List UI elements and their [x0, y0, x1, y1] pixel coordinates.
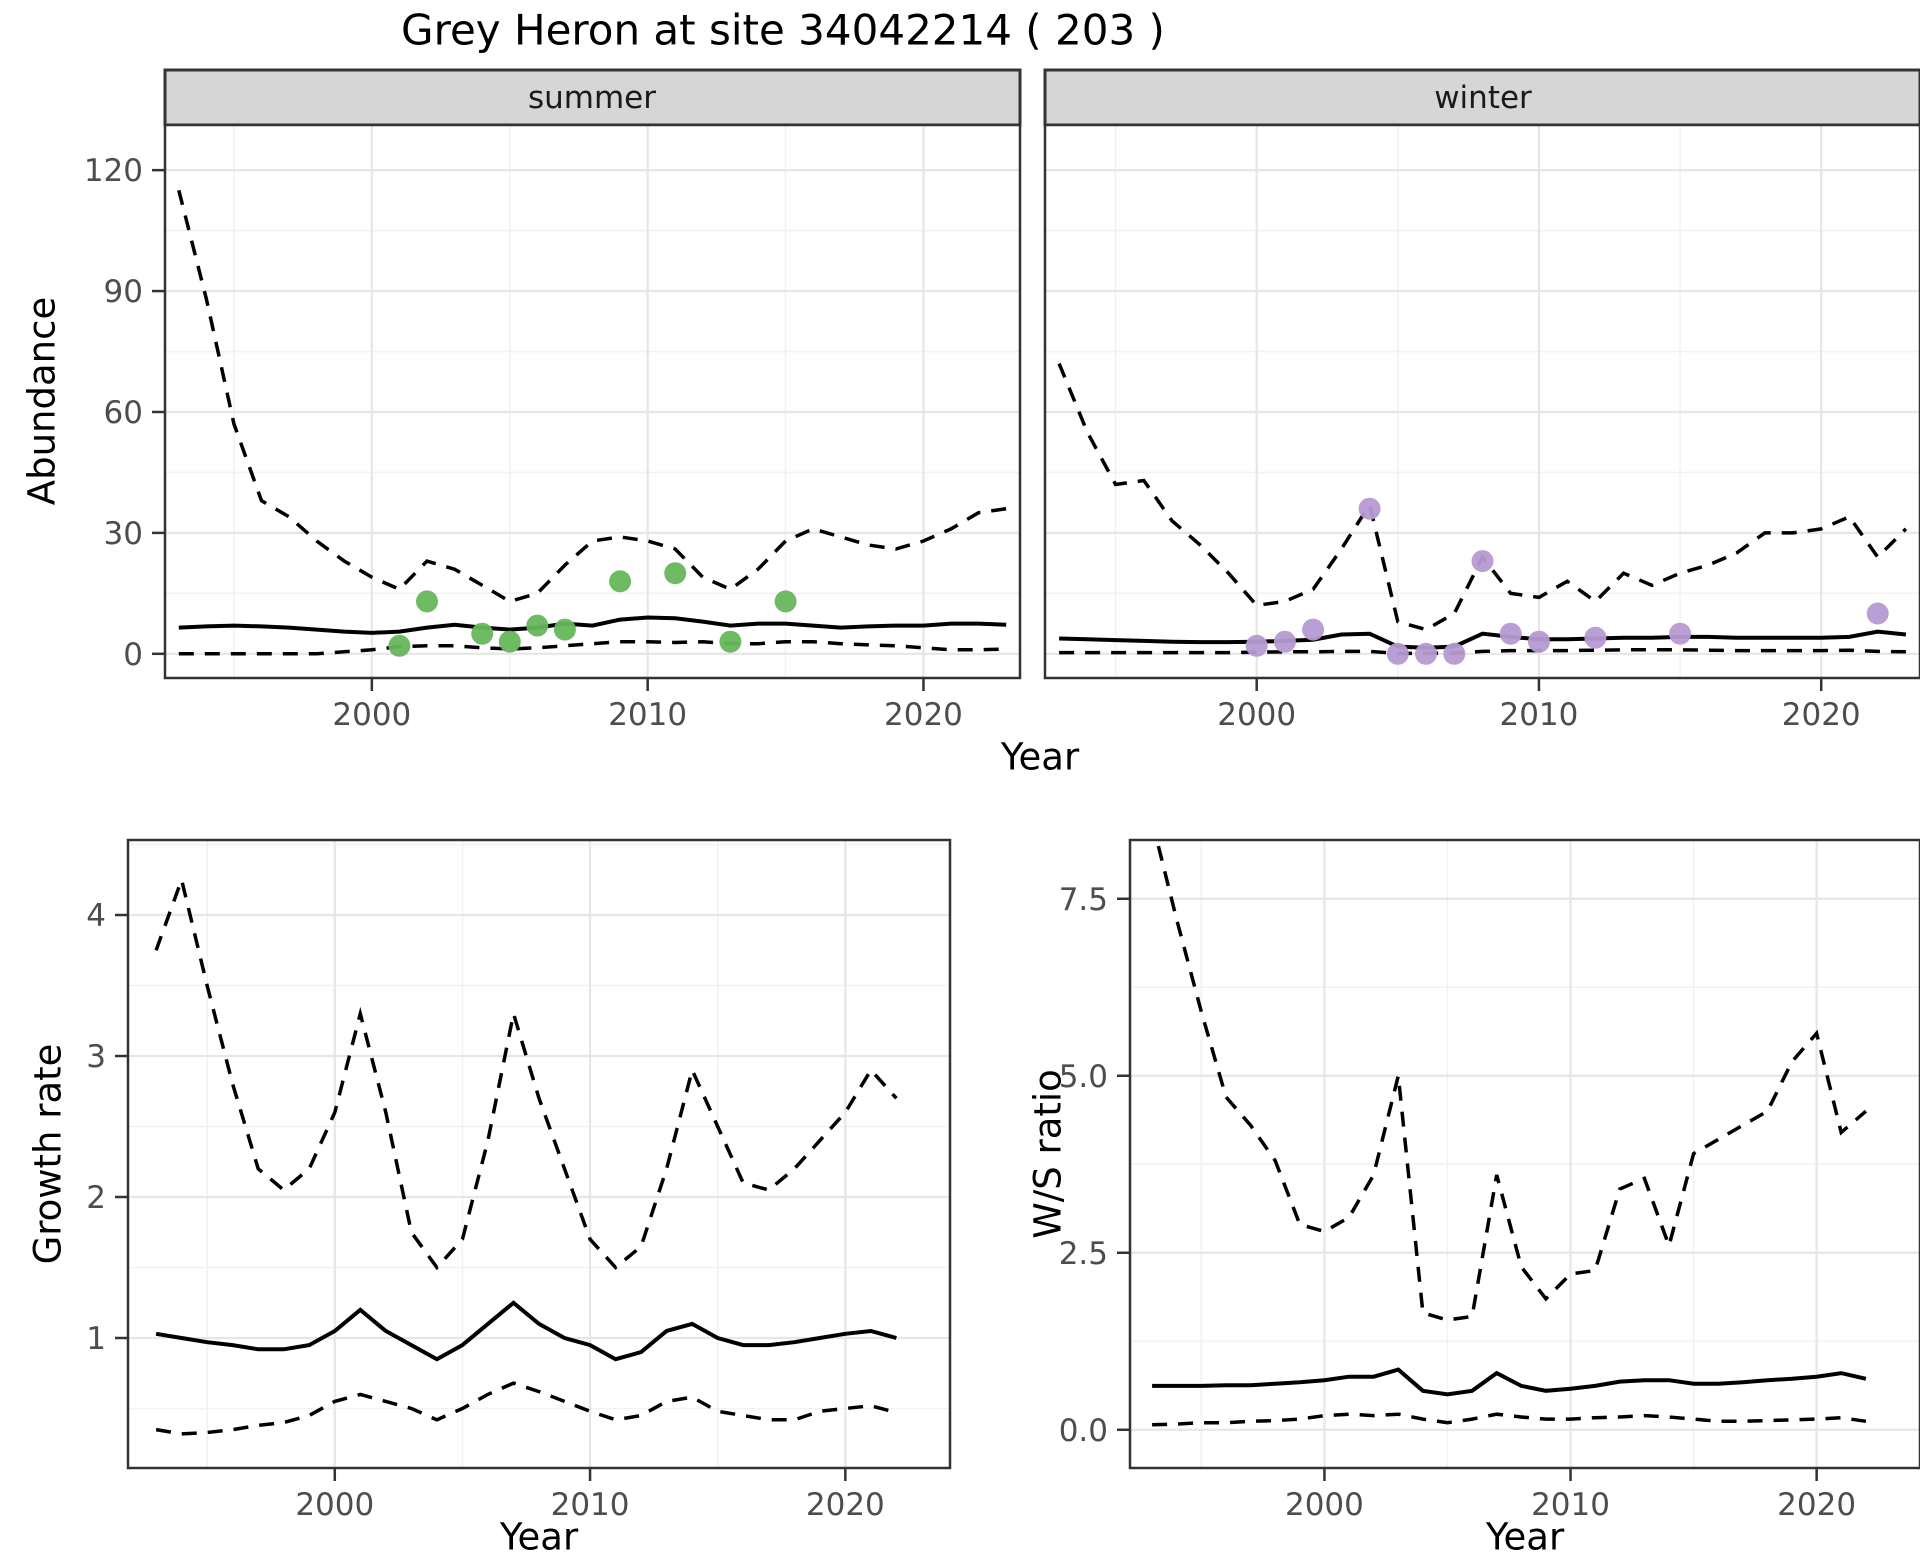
panel-ws_ratio: 2000 2010 2020 0.0 2.5 5.0 7.5 [1059, 838, 1920, 1523]
data-point [1302, 618, 1325, 641]
facet-strip-label-summer: summer [527, 80, 657, 116]
panel-abundance_summer: 2000 2010 2020 0 30 60 90 120 [84, 68, 1022, 733]
x-tick-label: 2010 [551, 1487, 630, 1523]
x-tick-label: 2000 [332, 697, 411, 733]
panel-border [1043, 123, 1920, 680]
lower-95ci-line [1059, 648, 1906, 656]
panel-border [163, 123, 1022, 680]
observed-counts-summer [388, 562, 797, 657]
x-tick-label: 2000 [295, 1487, 374, 1523]
year-axis-title-growth: Year [499, 1515, 579, 1559]
data-point [498, 630, 521, 653]
y-tick-label: 5.0 [1059, 1059, 1108, 1095]
year-axis-title-ws: Year [1485, 1515, 1565, 1559]
data-layer [154, 873, 898, 1436]
panel-background [1045, 125, 1920, 678]
y-tick-label: 7.5 [1059, 882, 1108, 918]
panel-background [128, 840, 950, 1468]
ws-ratio-axis-title: W/S ratio [1026, 1069, 1070, 1239]
x-tick-label: 2000 [1285, 1487, 1364, 1523]
facet-strip [1043, 68, 1920, 127]
median-line [1152, 1367, 1867, 1397]
data-point [471, 622, 494, 645]
x-tick-label: 2000 [1217, 697, 1296, 733]
growth-rate-axis-title: Growth rate [26, 1043, 70, 1265]
x-tick-label: 2020 [1777, 1487, 1856, 1523]
y-tick-label: 60 [104, 395, 143, 431]
data-point [664, 562, 687, 585]
data-point [1866, 602, 1889, 625]
minor-gridlines [165, 125, 1020, 678]
minor-gridlines [1045, 125, 1920, 678]
upper-95ci-line [177, 189, 1007, 604]
axis-ticks: 2000 2010 2020 0 30 60 90 120 [84, 153, 963, 733]
y-tick-label: 30 [104, 516, 143, 552]
data-point [553, 618, 576, 641]
data-point [1443, 642, 1466, 665]
data-point [1273, 630, 1296, 653]
minor-gridlines [128, 840, 950, 1468]
minor-gridlines [1130, 840, 1920, 1468]
lower-95ci-line [155, 1381, 897, 1436]
major-gridlines [165, 125, 1020, 678]
observed-counts-winter [1245, 497, 1889, 665]
upper-95ci-line [1155, 840, 1868, 1322]
data-point [609, 570, 632, 593]
data-point [774, 590, 797, 613]
data-point [1245, 634, 1268, 657]
data-point [1471, 550, 1494, 573]
data-layer [1152, 840, 1868, 1427]
x-tick-label: 2010 [608, 697, 687, 733]
upper-95ci-line [154, 873, 898, 1271]
axis-ticks: 2000 2010 2020 0.0 2.5 5.0 7.5 [1059, 882, 1856, 1523]
year-axis-title-top: Year [1000, 735, 1080, 779]
x-tick-label: 2010 [1531, 1487, 1610, 1523]
data-point [1499, 622, 1522, 645]
data-point [1358, 497, 1381, 520]
y-tick-label: 0 [123, 637, 143, 673]
median-line [1059, 629, 1907, 650]
lower-95ci-line [178, 639, 1007, 656]
x-tick-label: 2020 [1782, 697, 1861, 733]
data-point [1584, 626, 1607, 649]
facet-strip-label-winter: winter [1434, 80, 1532, 116]
y-tick-label: 120 [84, 153, 143, 189]
abundance-axis-title: Abundance [20, 296, 64, 506]
data-layer [1057, 362, 1908, 665]
data-layer [177, 189, 1007, 657]
axis-ticks: 2000 2010 2020 1 2 3 4 [86, 898, 885, 1523]
data-point [1528, 630, 1550, 653]
y-tick-label: 2.5 [1059, 1236, 1108, 1272]
y-tick-label: 0.0 [1059, 1413, 1108, 1449]
page-title: Grey Heron at site 34042214 ( 203 ) [401, 5, 1165, 55]
panel-growth_rate: 2000 2010 2020 1 2 3 4 [86, 838, 952, 1523]
x-tick-label: 2020 [806, 1487, 885, 1523]
y-tick-label: 4 [86, 898, 106, 934]
y-tick-label: 2 [86, 1180, 106, 1216]
axis-ticks: 2000 2010 2020 [1217, 678, 1861, 733]
panel-border [1128, 838, 1920, 1470]
y-tick-label: 3 [86, 1039, 106, 1075]
panel-border [126, 838, 952, 1470]
median-line [178, 615, 1007, 635]
facet-strip [163, 68, 1022, 127]
panel-background [165, 125, 1020, 678]
data-point [416, 590, 438, 613]
x-tick-label: 2020 [884, 697, 963, 733]
data-point [1415, 642, 1437, 665]
data-point [719, 630, 742, 653]
data-point [1669, 622, 1692, 645]
data-point [1386, 642, 1409, 665]
y-tick-label: 90 [104, 274, 143, 310]
data-point [388, 634, 411, 657]
x-tick-label: 2010 [1499, 697, 1578, 733]
panel-background [1130, 840, 1920, 1468]
major-gridlines [1130, 840, 1920, 1468]
panel-abundance_winter: 2000 2010 2020 [1043, 68, 1920, 733]
median-line [155, 1300, 897, 1362]
data-point [526, 614, 549, 637]
y-tick-label: 1 [86, 1321, 106, 1357]
